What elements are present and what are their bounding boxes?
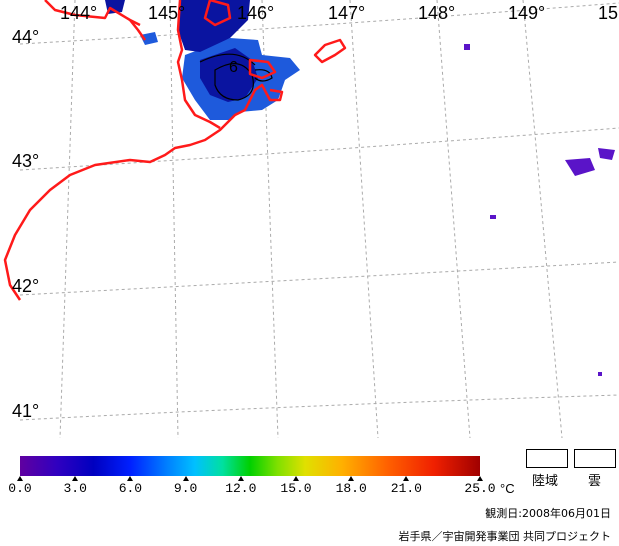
grid-lon-148 bbox=[436, 0, 471, 438]
sea-temp-patch-east bbox=[565, 158, 595, 176]
lon-label-144: 144° bbox=[60, 3, 98, 23]
sst-map: 6 bbox=[0, 0, 619, 438]
grid-lon-145 bbox=[169, 0, 179, 438]
lat-label-41: 41° bbox=[12, 401, 40, 421]
colorbar-tick-mark bbox=[293, 476, 299, 481]
colorbar-tick-label: 18.0 bbox=[335, 481, 367, 496]
grid-lon-149 bbox=[522, 0, 563, 438]
contour-line-outer bbox=[199, 53, 256, 66]
lat-label-42: 42° bbox=[12, 276, 40, 296]
sea-temp-patch-east-2 bbox=[598, 148, 615, 160]
ocean-background bbox=[0, 0, 619, 438]
colorbar-tick-mark bbox=[182, 476, 189, 481]
colorbar-tick-label: 9.0 bbox=[173, 481, 198, 496]
lat-label-43: 43° bbox=[12, 151, 40, 171]
lon-label-145: 145° bbox=[148, 3, 186, 23]
sea-temp-core-cold bbox=[200, 48, 258, 102]
lon-label-150: 15 bbox=[598, 3, 619, 23]
contour-line-east bbox=[254, 69, 273, 82]
grid-lat-44 bbox=[19, 2, 619, 45]
colorbar-tick-label: 3.0 bbox=[63, 481, 87, 496]
colorbar-tick-label: 25.0 bbox=[464, 481, 496, 496]
lon-label-146: 146° bbox=[237, 3, 275, 23]
coastline-nemuro-peninsula bbox=[176, 0, 221, 130]
sea-temp-patch-145 bbox=[140, 32, 158, 45]
grid-lon-144 bbox=[59, 0, 76, 438]
sea-temp-speck-2 bbox=[490, 215, 496, 219]
grid-lat-41 bbox=[19, 394, 619, 421]
colorbar-tick-mark bbox=[348, 476, 355, 481]
coastline bbox=[3, 0, 347, 301]
sea-temp-speck-3 bbox=[598, 372, 602, 376]
colorbar-unit: °C bbox=[500, 481, 515, 496]
colorbar-tick-mark bbox=[477, 476, 483, 481]
colorbar-tick-label: 12.0 bbox=[225, 481, 257, 496]
sea-temp-speck-1 bbox=[464, 44, 470, 50]
lat-label-44: 44° bbox=[12, 27, 40, 47]
colorbar-tick-label: 0.0 bbox=[8, 481, 32, 496]
coastline-shiretoko bbox=[129, 19, 147, 41]
lon-label-149: 149° bbox=[508, 3, 546, 23]
lon-label-147: 147° bbox=[328, 3, 366, 23]
colorbar-tick-mark bbox=[237, 476, 244, 481]
credit-line: 岩手県／宇宙開発事業団 共同プロジェクト bbox=[398, 530, 612, 543]
colorbar-tick-label: 6.0 bbox=[118, 481, 143, 496]
colorbar-tick-mark bbox=[403, 476, 410, 481]
contour-line-inner bbox=[214, 63, 254, 101]
coastline-habomai bbox=[248, 58, 277, 80]
colorbar-tick-label: 15.0 bbox=[280, 481, 312, 496]
grid-lat-42 bbox=[19, 261, 619, 296]
temperature-colorbar bbox=[20, 456, 480, 476]
sea-temp-region-north bbox=[178, 0, 250, 52]
coastline-kunashiri-tip bbox=[203, 0, 232, 27]
colorbar-tick-mark bbox=[17, 476, 23, 481]
legend-land-swatch bbox=[526, 449, 568, 468]
lon-label-148: 148° bbox=[418, 3, 456, 23]
coastline-shikotan bbox=[313, 38, 347, 64]
legend-cloud-label: 雲 bbox=[588, 474, 602, 489]
coastline-hokkaido-east bbox=[3, 83, 284, 301]
observation-date: 観測日:2008年06月01日 bbox=[485, 507, 611, 520]
legend-cloud-swatch bbox=[574, 449, 616, 468]
colorbar-tick-mark bbox=[127, 476, 134, 481]
temperature-contours: 6 bbox=[199, 53, 273, 101]
colorbar-tick-label: 21.0 bbox=[390, 481, 422, 496]
contour-label: 6 bbox=[229, 59, 238, 76]
colorbar-tick-mark bbox=[72, 476, 79, 481]
grid-lon-147 bbox=[349, 0, 379, 438]
legend-land-label: 陸域 bbox=[532, 474, 559, 489]
